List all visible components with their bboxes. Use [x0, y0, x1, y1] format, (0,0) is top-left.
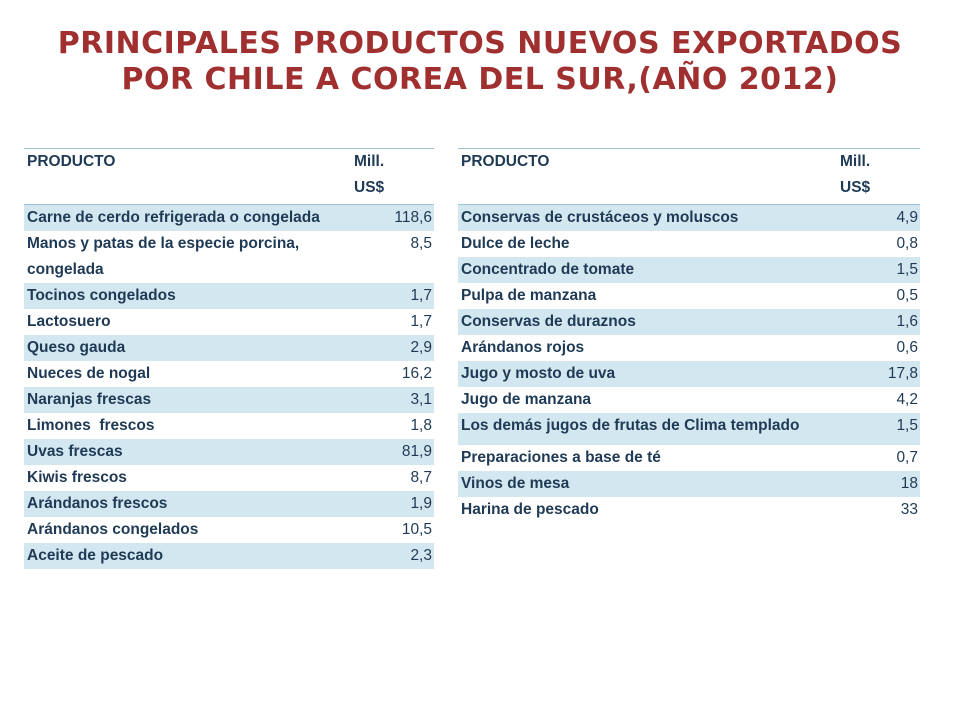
product-value: 4,2 [896, 391, 918, 408]
header-value: Mill. US$ [836, 149, 920, 205]
product-value: 81,9 [401, 443, 432, 460]
table-row: Lactosuero 1,7 [24, 309, 434, 335]
table-row: Arándanos frescos 1,9 [24, 491, 434, 517]
header-value-line-1: Mill. [840, 153, 871, 170]
table-row: Preparaciones a base de té 0,7 [458, 445, 920, 471]
slide-title: PRINCIPALES PRODUCTOS NUEVOS EXPORTADOS … [0, 26, 960, 98]
product-name: Concentrado de tomate [461, 261, 635, 278]
table-row: Dulce de leche 0,8 [458, 231, 920, 257]
product-value: 33 [900, 501, 918, 518]
header-product: PRODUCTO [27, 153, 116, 170]
table-row: Queso gauda 2,9 [24, 335, 434, 361]
left-exports-table: PRODUCTO Mill. US$ Carne de cerdo refrig… [24, 148, 434, 569]
product-value: 1,9 [410, 495, 432, 512]
table-row: Aceite de pescado 2,3 [24, 543, 434, 569]
header-value-line-2: US$ [354, 179, 385, 196]
table-row: Conservas de crustáceos y moluscos 4,9 [458, 204, 920, 231]
product-value: 8,7 [410, 469, 432, 486]
product-name: Naranjas frescas [27, 391, 152, 408]
table-row: Arándanos congelados 10,5 [24, 517, 434, 543]
product-value: 0,7 [896, 449, 918, 466]
product-value: 0,6 [896, 339, 918, 356]
product-name: Tocinos congelados [27, 287, 176, 304]
table-row: Nueces de nogal 16,2 [24, 361, 434, 387]
product-name: Arándanos frescos [27, 495, 168, 512]
product-value: 10,5 [401, 521, 432, 538]
product-value: 1,6 [896, 313, 918, 330]
product-value: 8,5 [410, 235, 432, 252]
header-value-line-1: Mill. [354, 153, 385, 170]
table-row: Manos y patas de la especie porcina, con… [24, 231, 434, 283]
product-name: Nueces de nogal [27, 365, 151, 382]
product-value: 0,5 [896, 287, 918, 304]
product-name: Harina de pescado [461, 501, 599, 518]
table-row: Los demás jugos de frutas de Clima templ… [458, 413, 920, 445]
product-value: 1,8 [410, 417, 432, 434]
product-name: Aceite de pescado [27, 547, 164, 564]
right-exports-table: PRODUCTO Mill. US$ Conservas de crustáce… [458, 148, 920, 523]
product-value: 16,2 [401, 365, 432, 382]
product-value: 4,9 [896, 209, 918, 226]
product-value: 1,5 [896, 417, 918, 434]
product-value: 18 [900, 475, 918, 492]
table-row: Kiwis frescos 8,7 [24, 465, 434, 491]
product-name: Conservas de crustáceos y moluscos [461, 209, 739, 226]
product-value: 0,8 [896, 235, 918, 252]
table-row: Jugo y mosto de uva 17,8 [458, 361, 920, 387]
product-name: Pulpa de manzana [461, 287, 597, 304]
header-value-line-2: US$ [840, 179, 871, 196]
product-name: Kiwis frescos [27, 469, 127, 486]
table-row: Naranjas frescas 3,1 [24, 387, 434, 413]
table-row: Limones frescos 1,8 [24, 413, 434, 439]
table-row: Carne de cerdo refrigerada o congelada 11… [24, 204, 434, 231]
product-name: Vinos de mesa [461, 475, 570, 492]
product-name: Jugo de manzana [461, 391, 592, 408]
header-value: Mill. US$ [350, 149, 434, 205]
table-row: Conservas de duraznos 1,6 [458, 309, 920, 335]
product-name: Preparaciones a base de té [461, 449, 661, 466]
product-name: Limones frescos [27, 417, 155, 434]
table-row: Jugo de manzana 4,2 [458, 387, 920, 413]
table-header-row: PRODUCTO Mill. US$ [458, 148, 920, 205]
table-row: Tocinos congelados 1,7 [24, 283, 434, 309]
product-name: Uvas frescas [27, 443, 123, 460]
product-value: 1,7 [410, 313, 432, 330]
table-row: Pulpa de manzana 0,5 [458, 283, 920, 309]
product-value: 1,7 [410, 287, 432, 304]
product-value: 3,1 [410, 391, 432, 408]
table-row: Harina de pescado 33 [458, 497, 920, 523]
product-name: Dulce de leche [461, 235, 570, 252]
product-value: 2,3 [410, 547, 432, 564]
product-name: Jugo y mosto de uva [461, 365, 616, 382]
slide-title-line-1: PRINCIPALES PRODUCTOS NUEVOS EXPORTADOS [57, 26, 903, 61]
header-product: PRODUCTO [461, 153, 550, 170]
product-name: Carne de cerdo refrigerada o congelada [27, 209, 320, 226]
product-name: Queso gauda [27, 339, 126, 356]
product-value: 1,5 [896, 261, 918, 278]
table-row: Arándanos rojos 0,6 [458, 335, 920, 361]
table-row: Concentrado de tomate 1,5 [458, 257, 920, 283]
table-header-row: PRODUCTO Mill. US$ [24, 148, 434, 205]
product-name: Arándanos congelados [27, 521, 199, 538]
product-name: Conservas de duraznos [461, 313, 636, 330]
product-value: 2,9 [410, 339, 432, 356]
product-name: Manos y patas de la especie porcina, con… [27, 235, 300, 278]
product-name: Lactosuero [27, 313, 111, 330]
table-row: Vinos de mesa 18 [458, 471, 920, 497]
product-value: 17,8 [887, 365, 918, 382]
table-row: Uvas frescas 81,9 [24, 439, 434, 465]
product-name: Los demás jugos de frutas de Clima templ… [461, 417, 800, 434]
slide-title-line-2: POR CHILE A COREA DEL SUR,(AÑO 2012) [121, 62, 839, 97]
product-value: 118,6 [394, 209, 432, 226]
product-name: Arándanos rojos [461, 339, 585, 356]
